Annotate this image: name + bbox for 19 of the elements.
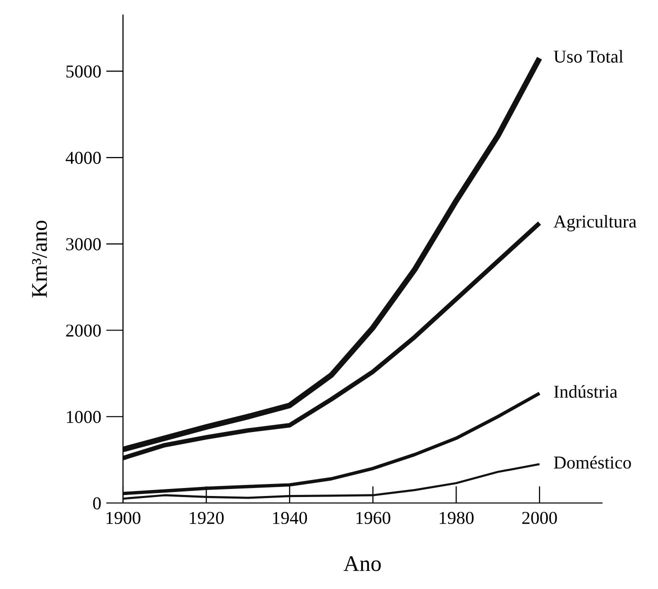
x-tick-label: 2000	[522, 512, 557, 524]
series-label: Uso Total	[554, 50, 624, 63]
y-tick-label: 4000	[66, 152, 101, 164]
x-tick-label: 1900	[106, 512, 140, 524]
y-axis-title: Km³/ano	[32, 220, 47, 298]
x-tick-label: 1980	[440, 512, 474, 524]
x-tick-label: 1960	[356, 512, 390, 524]
y-tick-label: 2000	[66, 324, 101, 337]
y-tick-label: 3000	[66, 238, 101, 250]
series-label: Agricultura	[554, 214, 636, 232]
x-tick-label: 1940	[273, 512, 307, 524]
y-tick-label: 5000	[66, 65, 101, 78]
series-label: Doméstico	[554, 456, 631, 469]
x-axis-title: Ano	[344, 556, 381, 572]
y-tick-label: 0	[93, 497, 101, 510]
series-label: Indústria	[554, 385, 618, 398]
y-tick-label: 1000	[66, 410, 101, 424]
line-series	[123, 392, 542, 496]
x-tick-label: 1920	[190, 512, 224, 524]
